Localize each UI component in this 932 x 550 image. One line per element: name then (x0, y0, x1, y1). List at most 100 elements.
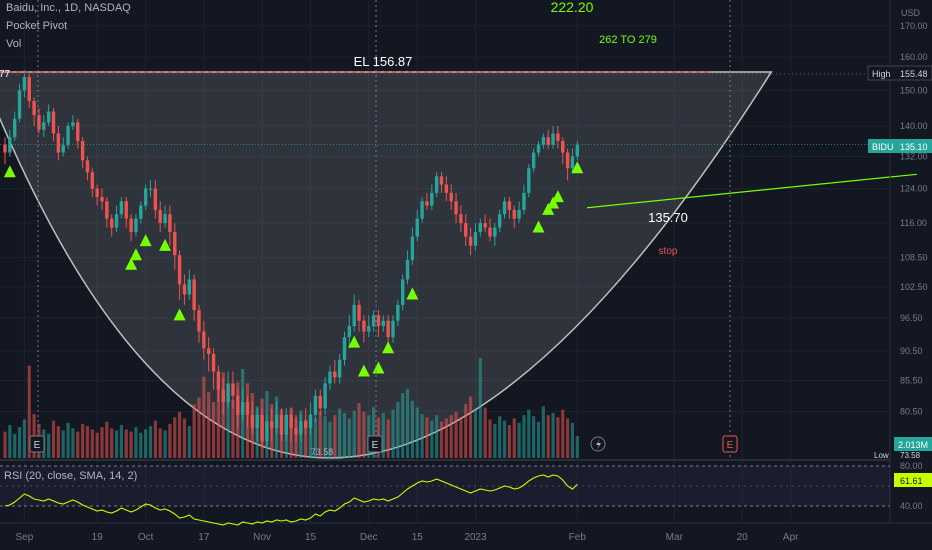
volume-bar (352, 410, 356, 458)
last-price-value: 135.10 (900, 142, 928, 152)
volume-bar (430, 420, 434, 458)
signal-triangle (159, 238, 172, 251)
pocket-pivot-signals (3, 161, 584, 377)
candle-body (61, 144, 65, 153)
earnings-marker (29, 435, 45, 453)
volume-bar (498, 416, 502, 458)
candle-body (168, 214, 172, 233)
candle-body (105, 201, 109, 219)
time-tick-label: Mar (666, 532, 684, 543)
candle-body (473, 232, 478, 246)
target-label: 222.20 (551, 0, 594, 15)
candle-body (221, 389, 225, 403)
indicator-legend-pocket-pivot[interactable]: Pocket Pivot (6, 20, 68, 32)
time-tick-label: 15 (412, 532, 424, 543)
candle-body (551, 133, 555, 145)
candle-body (493, 227, 497, 237)
volume-bar (114, 430, 119, 458)
candle-body (570, 156, 575, 169)
candle-body (22, 76, 27, 91)
candle-body (231, 383, 235, 396)
candle-body (434, 176, 439, 193)
candle-body (46, 111, 51, 123)
signal-triangle (542, 202, 555, 215)
candle-body (284, 414, 288, 435)
candle-body (76, 122, 80, 142)
time-tick-label: Sep (16, 532, 34, 543)
volume-bar (168, 423, 172, 458)
cup-shape (0, 71, 773, 459)
volume-bar (405, 388, 410, 458)
candle-body (357, 304, 361, 321)
volume-bar (163, 430, 167, 458)
candle-body (216, 371, 221, 390)
volume-bar (469, 396, 473, 458)
candle-body (468, 236, 473, 246)
volume-bar (318, 411, 322, 458)
rsi-tick-label: 80.00 (900, 461, 923, 471)
signal-triangle (382, 341, 395, 354)
candle-body (464, 223, 468, 237)
volume-bar (566, 418, 570, 458)
volume-bar (226, 385, 230, 458)
time-tick-label: Feb (569, 532, 587, 543)
volume-bar (81, 423, 85, 458)
volume-bar (575, 436, 579, 458)
price-tick-label: 116.00 (900, 218, 927, 228)
volume-bar (415, 407, 419, 458)
volume-bar (66, 422, 70, 458)
volume-bar (439, 421, 444, 458)
volume-bar (76, 431, 80, 458)
price-tick-label: 132.00 (900, 151, 928, 161)
symbol-legend[interactable]: Baidu, Inc., 1D, NASDAQ (6, 2, 131, 14)
candle-body (139, 205, 143, 219)
candle-body (502, 201, 507, 215)
price-tick-label: 102.50 (900, 282, 928, 292)
candle-body (430, 192, 434, 206)
candle-body (270, 421, 274, 428)
low-tag-label: Low (874, 451, 889, 460)
volume-bar (386, 419, 390, 458)
candle-body (575, 144, 579, 157)
candle-body (207, 348, 211, 355)
time-tick-label: 2023 (464, 532, 487, 543)
candle-body (459, 214, 463, 224)
time-axis[interactable]: Sep 19 Oct 17 Nov 15 Dec 15 2023 Feb Mar 20 Apr (16, 532, 800, 543)
candle-body (202, 331, 206, 349)
volume-bar (425, 417, 429, 458)
candle-body (37, 115, 41, 130)
volume-bar (202, 376, 206, 458)
candle-body (255, 414, 259, 428)
volume-bar (182, 418, 187, 458)
rsi-legend[interactable]: RSI (20, close, SMA, 14, 2) (4, 470, 138, 482)
time-tick-label: Apr (783, 532, 799, 543)
price-tick-label: 150.00 (900, 85, 928, 95)
volume-bar (3, 431, 7, 458)
volume-bar (502, 420, 507, 458)
volume-bar (71, 428, 75, 458)
el-label: EL 156.87 (354, 54, 413, 69)
candle-body (187, 279, 191, 295)
candle-body (405, 259, 410, 280)
rsi-value: 61.61 (900, 476, 923, 486)
volume-bar (119, 425, 123, 458)
volume-bar (211, 401, 216, 458)
candle-body (80, 141, 85, 161)
price-axis[interactable]: 170.00 160.00 150.00 140.00 132.00 124.00 116.… (900, 21, 928, 417)
candle-body (536, 144, 541, 153)
time-tick-label: 19 (92, 532, 104, 543)
candle-body (420, 201, 424, 219)
indicator-legend-volume[interactable]: Vol (6, 38, 22, 50)
signal-triangle (532, 220, 545, 233)
candle-body (143, 188, 148, 206)
candle-body (337, 359, 342, 378)
volume-bar (144, 429, 148, 458)
volume-bar (158, 428, 162, 458)
candlesticks[interactable] (3, 70, 579, 449)
cup-outline (0, 71, 773, 459)
candle-body (410, 236, 415, 260)
rsi-pane: 80.00 40.00 (0, 461, 923, 526)
